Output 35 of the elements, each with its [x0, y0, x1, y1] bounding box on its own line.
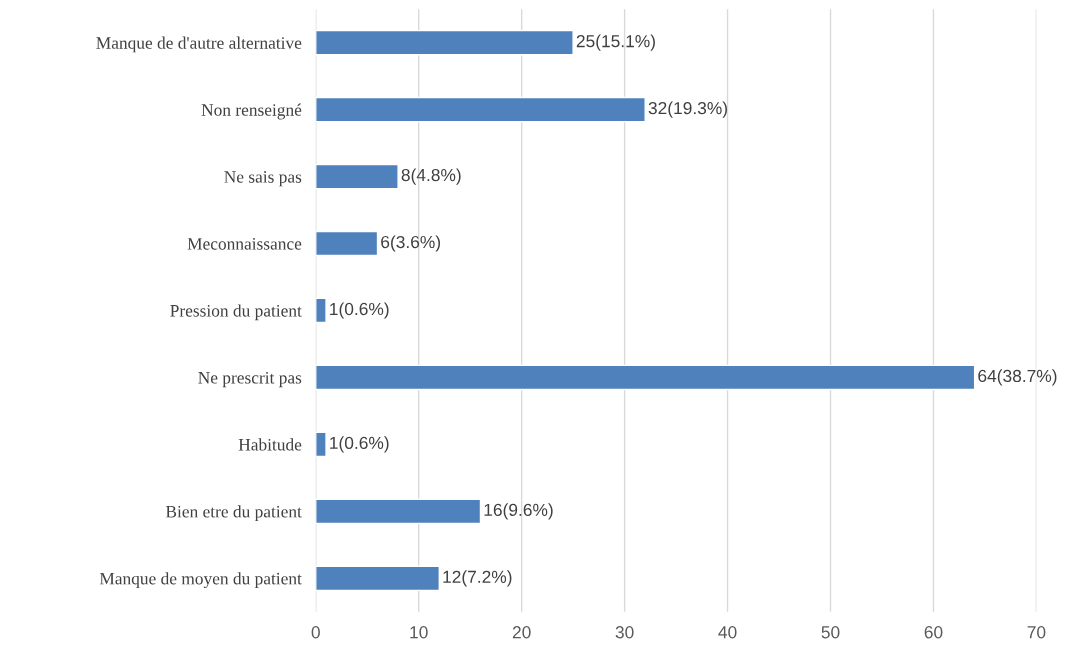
y-tick-label: Non renseigné [201, 103, 302, 120]
y-tick-label: Ne sais pas [224, 171, 302, 187]
bar [315, 565, 440, 592]
y-tick-label: Manque de moyen du patient [99, 572, 302, 589]
data-label: 25(15.1%) [576, 34, 655, 51]
bar [315, 230, 379, 257]
y-tick-label: Ne prescrit pas [198, 371, 302, 388]
y-tick-label: Manque de d'autre alternative [96, 36, 302, 53]
bar [315, 163, 399, 190]
bar [315, 297, 327, 324]
bar [315, 364, 976, 391]
bar [315, 96, 646, 123]
data-label: 12(7.2%) [443, 570, 512, 587]
x-tick-label: 50 [821, 626, 840, 639]
y-tick-label: Meconnaissance [187, 238, 302, 250]
data-label: 64(38.7%) [978, 369, 1057, 386]
x-tick-label: 40 [718, 626, 737, 639]
x-tick-label: 70 [1027, 626, 1046, 639]
y-tick-label: Bien etre du patient [165, 505, 302, 522]
x-tick-label: 60 [924, 626, 943, 639]
data-label: 1(0.6%) [330, 436, 389, 453]
x-tick-label: 30 [615, 626, 634, 639]
bar [315, 431, 327, 458]
x-tick-label: 10 [410, 626, 428, 639]
y-tick-label: Pression du patient [170, 304, 302, 321]
bar [315, 498, 482, 525]
y-tick-label: Habitude [238, 438, 302, 451]
data-label: 16(9.6%) [484, 503, 553, 520]
data-label: 32(19.3%) [648, 101, 727, 118]
x-tick-label: 20 [512, 626, 531, 639]
x-tick-label: 0 [311, 626, 320, 639]
data-label: 6(3.6%) [381, 235, 441, 252]
data-label: 1(0.6%) [330, 302, 389, 319]
data-label: 8(4.8%) [401, 168, 461, 185]
bar [315, 29, 574, 56]
